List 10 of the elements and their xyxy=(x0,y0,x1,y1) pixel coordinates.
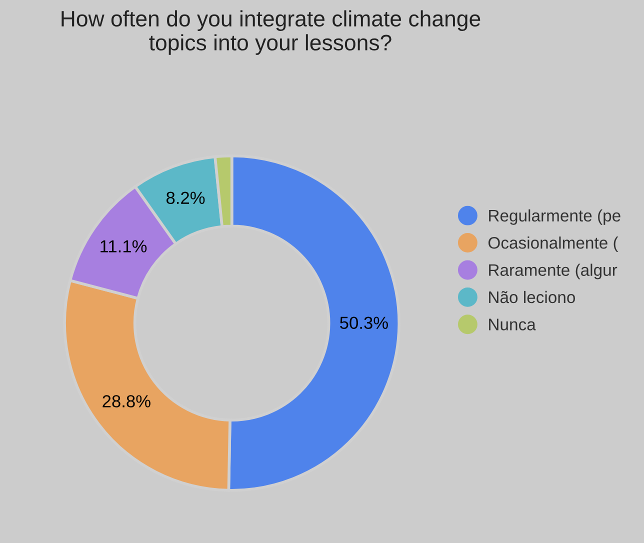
data-label: 28.8% xyxy=(102,395,150,408)
data-label: 50.3% xyxy=(340,316,388,329)
data-label: 11.1% xyxy=(100,240,147,252)
legend-label: Raramente (algur xyxy=(489,264,618,280)
legend-label: Não leciono xyxy=(489,290,576,304)
data-label: 8.2% xyxy=(166,192,205,204)
legend-label: Nunca xyxy=(489,318,536,330)
chart-title: How often do you integrate climate change topics into your lessons? xyxy=(62,10,480,55)
legend-label: Ocasionalmente ( xyxy=(488,236,618,252)
legend-label: Regularmente (pe xyxy=(489,209,620,225)
